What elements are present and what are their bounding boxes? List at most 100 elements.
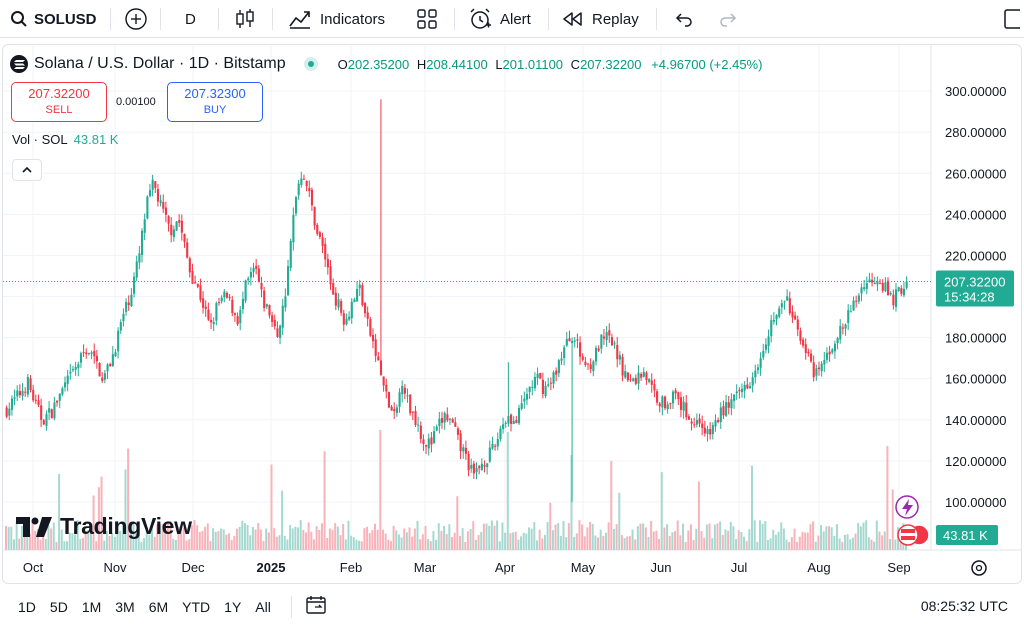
fullscreen-button[interactable] <box>1004 0 1020 38</box>
candle-body <box>24 391 27 393</box>
volume-bar <box>774 534 777 550</box>
candle-body <box>533 376 537 389</box>
volume-bar <box>697 481 700 550</box>
candle-body <box>342 313 345 325</box>
volume-bar <box>323 451 326 550</box>
volume-bar <box>28 533 31 550</box>
volume-bar <box>628 536 631 550</box>
volume-bar <box>607 522 610 550</box>
volume-bar <box>363 528 366 550</box>
range-1m[interactable]: 1M <box>81 599 102 615</box>
redo-button[interactable] <box>718 0 738 38</box>
sell-button[interactable]: 207.32200 SELL <box>11 82 107 122</box>
volume-bar <box>384 533 387 550</box>
alert-button[interactable]: Alert <box>468 0 531 38</box>
candle-body <box>340 301 343 313</box>
undo-button[interactable] <box>674 0 694 38</box>
volume-bar <box>867 537 870 550</box>
volume-bar <box>451 537 454 550</box>
volume-bar <box>639 523 642 550</box>
symbol-search[interactable]: SOLUSD <box>10 0 97 38</box>
replay-button[interactable]: Replay <box>562 0 639 38</box>
candle-body <box>621 356 624 376</box>
candle-body <box>451 419 454 423</box>
goto-date-button[interactable] <box>306 595 328 620</box>
volume-bar <box>320 523 323 550</box>
candle-body <box>207 309 210 320</box>
volume-bar <box>230 539 233 550</box>
volume-bar <box>777 531 780 550</box>
collapse-legend-button[interactable] <box>12 159 42 181</box>
volume-bar <box>400 537 403 550</box>
candle-body <box>45 414 48 426</box>
interval-button[interactable]: D <box>185 0 196 38</box>
candle-body <box>748 386 752 389</box>
volume-bar <box>854 533 857 550</box>
range-3m[interactable]: 3M <box>115 599 135 615</box>
range-all[interactable]: All <box>255 599 271 615</box>
range-ytd[interactable]: YTD <box>182 599 211 615</box>
candle-body <box>109 363 112 367</box>
candle-body <box>568 338 571 342</box>
candle-body <box>382 376 385 386</box>
volume-bar <box>514 531 517 550</box>
candle-body <box>608 330 611 336</box>
candle-body <box>671 391 675 404</box>
indicators-button[interactable]: Indicators <box>288 0 385 38</box>
us-flag-icon[interactable] <box>897 524 919 546</box>
chart-type-button[interactable] <box>234 0 256 38</box>
candle-body <box>385 384 388 392</box>
candle-body <box>225 292 229 298</box>
volume-bar <box>833 536 836 550</box>
candle-body <box>674 390 677 394</box>
divider <box>218 8 219 30</box>
range-6m[interactable]: 6M <box>148 599 169 615</box>
volume-bar <box>517 539 520 550</box>
range-1y[interactable]: 1Y <box>224 599 242 615</box>
clock[interactable]: 08:25:32 UTC <box>920 598 1008 614</box>
candle-body <box>536 373 539 379</box>
candle-body <box>199 285 202 300</box>
chart-panel[interactable]: 300.00000 280.00000 260.00000 240.00000 220.… <box>2 44 1022 584</box>
volume-bar <box>5 525 7 550</box>
last-price-label <box>936 270 1014 307</box>
volume-bar <box>756 541 759 550</box>
candle-body <box>871 279 874 283</box>
candle-body <box>82 352 85 354</box>
volume-bar <box>841 541 844 550</box>
volume-bar <box>235 528 238 550</box>
candle-body <box>332 283 335 295</box>
volume-bar <box>647 536 650 550</box>
candle-body <box>350 301 353 319</box>
buy-button[interactable]: 207.32300 BUY <box>167 82 263 122</box>
volume-bar <box>716 523 719 550</box>
x-tick-label: Nov <box>103 560 127 575</box>
volume-bar <box>522 532 525 550</box>
volume-bar <box>570 455 573 550</box>
candle-body <box>284 296 287 308</box>
range-1d[interactable]: 1D <box>18 599 36 615</box>
volume-bar <box>551 530 554 550</box>
candle-body <box>714 420 717 427</box>
volume-bar <box>528 527 530 550</box>
volume-bar <box>886 446 889 550</box>
price-chart[interactable]: 300.00000 280.00000 260.00000 240.00000 220.… <box>3 45 1022 584</box>
range-5d[interactable]: 5D <box>49 599 68 615</box>
volume-bar <box>679 535 682 550</box>
layouts-button[interactable] <box>416 0 438 38</box>
compare-button[interactable] <box>124 0 148 38</box>
sell-label: SELL <box>45 104 73 116</box>
candle-body <box>194 282 197 284</box>
candle-body <box>353 299 356 303</box>
candle-body <box>40 405 43 420</box>
candle-body <box>228 297 231 299</box>
volume-bar <box>458 536 461 550</box>
volume-bar <box>658 538 661 550</box>
y-tick-label: 140.00000 <box>945 413 1006 428</box>
volume-bar <box>801 531 804 550</box>
volume-bar <box>39 539 42 550</box>
volume-bar <box>798 536 801 550</box>
volume-bar <box>782 528 785 550</box>
settings-gear-icon[interactable] <box>971 560 987 576</box>
candle-body <box>308 188 311 192</box>
